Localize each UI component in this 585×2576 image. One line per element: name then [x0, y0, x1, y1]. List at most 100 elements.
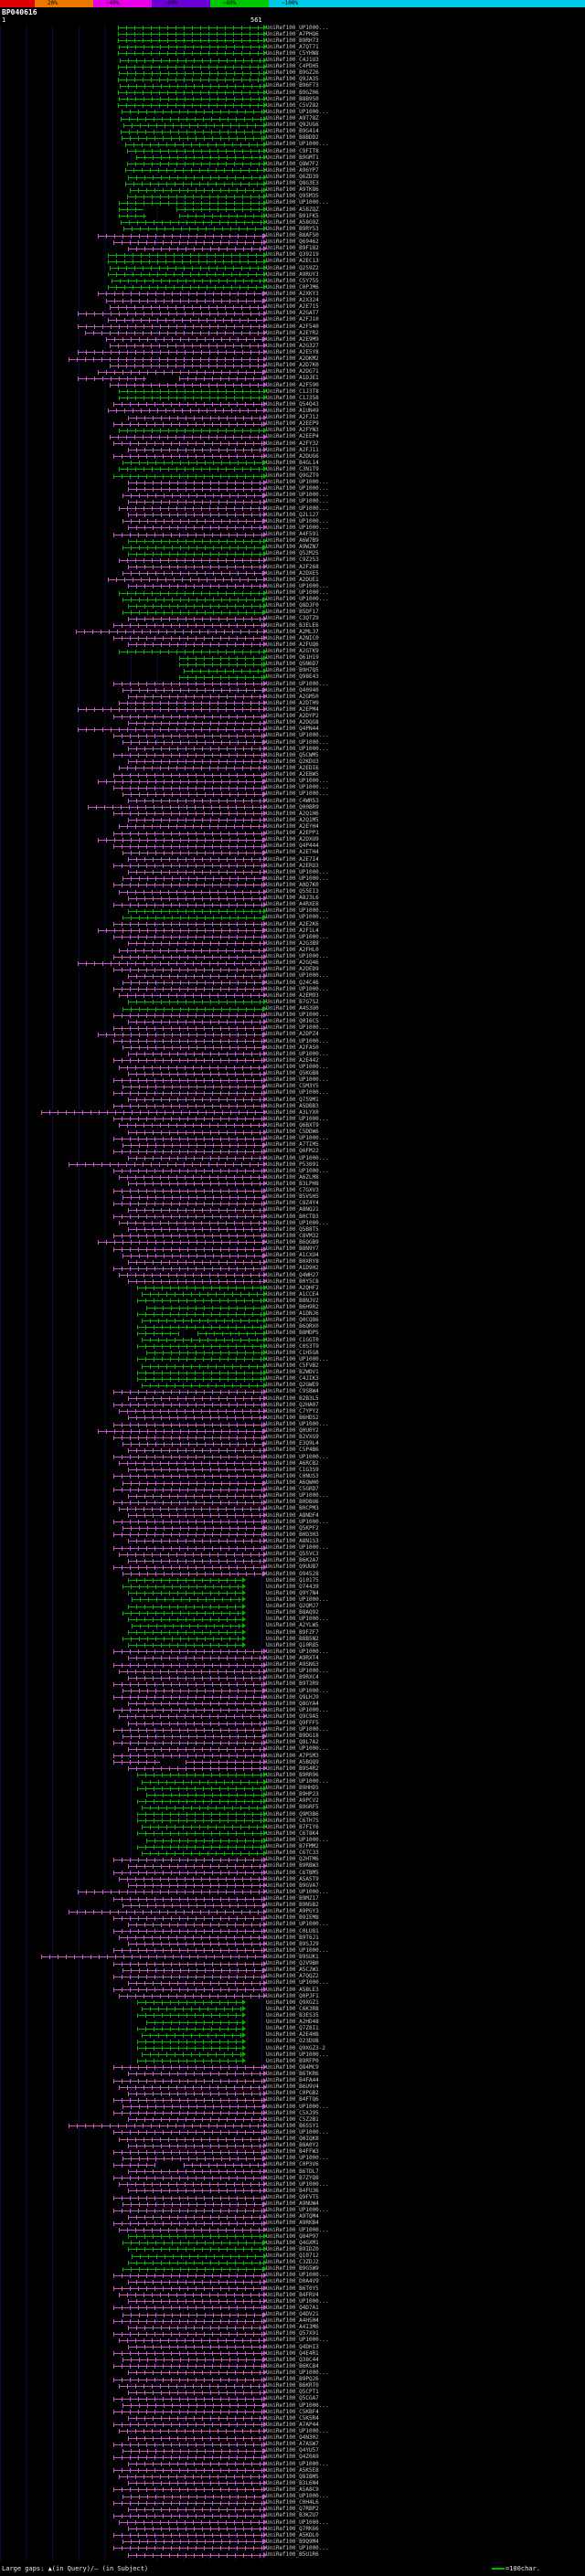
hit-bar[interactable] [113, 2285, 267, 2292]
hit-bar[interactable] [77, 726, 267, 732]
hit-label[interactable]: UniRef100_B9PQ26 [266, 2376, 319, 2383]
hit-row[interactable]: UniRef100_UP1000... [0, 1168, 585, 1174]
hit-row[interactable]: UniRef100_A2EC13 [0, 258, 585, 265]
hit-bar[interactable] [136, 1310, 267, 1317]
hit-row[interactable]: UniRef100_Q84MC9 [0, 2064, 585, 2071]
hit-label[interactable]: UniRef100_A2FHL0 [266, 947, 319, 954]
hit-row[interactable]: UniRef100_A2F1L4 [0, 928, 585, 934]
hit-label[interactable]: UniRef100_A2FJ10 [266, 316, 319, 323]
hit-row[interactable]: UniRef100_Q57X91 [0, 2330, 585, 2337]
hit-row[interactable]: UniRef100_Q00BR9 [0, 804, 585, 811]
hit-label[interactable]: UniRef100_E3Q9L4 [266, 1440, 319, 1447]
hit-row[interactable]: UniRef100_A2E2K6 [0, 921, 585, 928]
hit-bar[interactable] [127, 1603, 247, 1609]
hit-bar[interactable] [178, 661, 267, 667]
hit-row[interactable]: UniRef100_B8NJV2 [0, 1298, 585, 1304]
hit-label[interactable]: UniRef100_A9PCV2 [266, 1797, 319, 1805]
hit-bar[interactable] [118, 388, 267, 395]
hit-label[interactable]: UniRef100_B9IDZ0 [266, 2245, 319, 2253]
hit-bar[interactable] [136, 1369, 267, 1375]
hit-label[interactable]: UniRef100_A2E5Y8 [266, 348, 319, 355]
hit-bar[interactable] [113, 1473, 267, 1479]
hit-row[interactable]: UniRef100_A9PGY3 [0, 1908, 585, 1915]
hit-label[interactable]: UniRef100_B7FIY6 [266, 1823, 319, 1830]
hit-label[interactable]: UniRef100_A2FYN3 [266, 427, 319, 434]
hit-bar[interactable] [118, 1408, 267, 1415]
hit-label[interactable]: UniRef100_C7YPY2 [266, 1407, 319, 1415]
hit-bar[interactable] [122, 544, 267, 550]
hit-row[interactable]: UniRef100_Q9M3B6 [0, 1811, 585, 1818]
hit-row[interactable]: UniRef100_A2F540 [0, 323, 585, 330]
hit-label[interactable]: UniRef100_UP1000... [266, 1012, 329, 1019]
hit-bar[interactable] [136, 1797, 267, 1804]
hit-row[interactable]: UniRef100_UP1000... [0, 2461, 585, 2467]
hit-bar[interactable] [85, 330, 267, 336]
hit-row[interactable]: UniRef100_B3L6N4 [0, 2480, 585, 2486]
hit-label[interactable]: UniRef100_A7AP44 [266, 2421, 319, 2428]
hit-label[interactable]: UniRef100_Q10712 [266, 2253, 319, 2260]
hit-label[interactable]: UniRef100_Q9XGZ1 [266, 1998, 319, 2006]
hit-label[interactable]: UniRef100_A9WZN7 [266, 544, 319, 551]
hit-label[interactable]: UniRef100_Q4N302 [266, 2434, 319, 2442]
hit-label[interactable]: UniRef100_A2FUQ6 [266, 641, 319, 648]
hit-bar[interactable] [127, 1070, 267, 1076]
hit-row[interactable]: UniRef100_P53091 [0, 1161, 585, 1168]
hit-row[interactable]: UniRef100_B7FIY6 [0, 1824, 585, 1830]
hit-label[interactable]: UniRef100_A2FY32 [266, 440, 319, 447]
hit-row[interactable]: UniRef100_UP1000... [0, 505, 585, 512]
hit-label[interactable]: UniRef100_UP1000... [266, 504, 329, 512]
hit-row[interactable]: UniRef100_UP1000... [0, 934, 585, 940]
hit-row[interactable]: UniRef100_Q61H19 [0, 654, 585, 662]
hit-bar[interactable] [127, 1129, 267, 1135]
hit-bar[interactable] [112, 278, 267, 284]
hit-bar[interactable] [122, 790, 267, 797]
hit-label[interactable]: UniRef100_B9SJ29 [266, 1940, 319, 1947]
hit-row[interactable]: UniRef100_B6QRX0 [0, 1323, 585, 1330]
hit-bar[interactable] [118, 2382, 267, 2389]
hit-label[interactable]: UniRef100_UP1000... [266, 498, 329, 505]
hit-row[interactable]: UniRef100_UP1000... [0, 1012, 585, 1019]
hit-bar[interactable] [136, 1772, 267, 1778]
hit-label[interactable]: UniRef100_B6QGB9 [266, 1238, 319, 1246]
hit-label[interactable]: UniRef100_B9FZF7 [266, 1628, 319, 1636]
hit-row[interactable]: UniRef100_A4RXE8 [0, 901, 585, 908]
hit-label[interactable]: UniRef100_A1CXU4 [266, 1252, 319, 1259]
hit-row[interactable]: UniRef100_UP1000... [0, 1921, 585, 1928]
hit-bar[interactable] [122, 2240, 267, 2246]
hit-label[interactable]: UniRef100_C0P3V6 [266, 2161, 319, 2168]
hit-label[interactable]: UniRef100_UP1000... [266, 790, 329, 798]
hit-row[interactable]: UniRef100_B6SSY1 [0, 2123, 585, 2129]
hit-row[interactable]: UniRef100_Q7RBP2 [0, 2506, 585, 2513]
hit-label[interactable]: UniRef100_UP1000... [266, 1154, 329, 1161]
hit-bar[interactable] [113, 1434, 267, 1440]
hit-row[interactable]: UniRef100_A4HSH4 [0, 2317, 585, 2325]
hit-row[interactable]: UniRef100_UP1000... [0, 109, 585, 115]
hit-bar[interactable] [119, 57, 267, 63]
hit-row[interactable]: UniRef100_UP1000... [0, 1648, 585, 1655]
hit-bar[interactable] [69, 1908, 267, 1914]
hit-bar[interactable] [118, 69, 267, 76]
hit-bar[interactable] [127, 1415, 267, 1421]
hit-bar[interactable] [127, 2389, 267, 2395]
hit-row[interactable]: UniRef100_C5VZ82 [0, 102, 585, 109]
hit-label[interactable]: UniRef100_A2DG71 [266, 368, 319, 376]
hit-bar[interactable] [113, 2545, 267, 2551]
hit-label[interactable]: UniRef100_UP1000... [266, 1453, 329, 1460]
hit-bar[interactable] [109, 382, 267, 388]
hit-label[interactable]: UniRef100_B91FK5 [266, 212, 319, 219]
hit-row[interactable]: UniRef100_B9GZ06 [0, 90, 585, 96]
hit-label[interactable]: UniRef100_C1H5G8 [266, 1349, 319, 1356]
hit-bar[interactable] [141, 1850, 267, 1856]
hit-label[interactable]: UniRef100_Q7RK66 [266, 2525, 319, 2532]
hit-bar[interactable] [118, 1993, 267, 1999]
hit-bar[interactable] [113, 1168, 267, 1174]
hit-bar[interactable] [113, 843, 267, 849]
hit-row[interactable]: UniRef100_Q9XGZ1 [0, 1999, 585, 2006]
hit-label[interactable]: UniRef100_C5P4B6 [266, 1447, 319, 1454]
hit-row[interactable]: UniRef100_B0XRY8 [0, 1258, 585, 1266]
hit-label[interactable]: UniRef100_Q10R85 [266, 1641, 319, 1648]
hit-bar[interactable] [97, 232, 267, 239]
hit-bar[interactable] [127, 2168, 267, 2175]
hit-bar[interactable] [127, 525, 267, 531]
hit-label[interactable]: UniRef100_UP1000... [266, 2337, 329, 2344]
